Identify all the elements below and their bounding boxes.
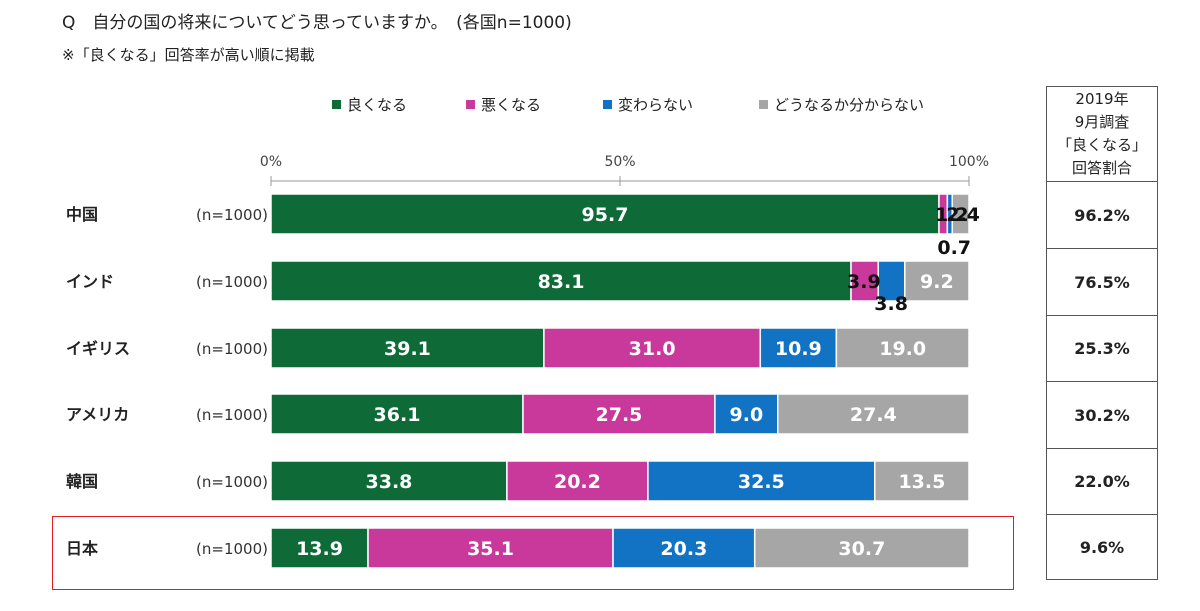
bar-segment-korea-unknown [874, 460, 970, 502]
legend-swatch-worse [466, 100, 475, 109]
category-label-korea: 韓国 [66, 472, 98, 491]
data-label-china-unknown: 2.4 [946, 204, 980, 226]
data-label-china-worse: 1.2 [935, 204, 969, 226]
data-label-india-worse: 3.9 [847, 271, 881, 293]
x-tick-label: 50% [604, 154, 635, 170]
data-label-uk-worse: 31.0 [629, 338, 676, 360]
legend-item-unknown: どうなるか分からない [759, 94, 924, 115]
comparison-value-china: 96.2% [1047, 182, 1157, 249]
legend-item-same: 変わらない [603, 94, 693, 115]
data-label-japan-worse: 35.1 [467, 538, 514, 560]
sample-size-label: (n=1000) [196, 206, 268, 224]
comparison-header-line: 2019年 [1075, 90, 1129, 108]
category-label-china: 中国 [66, 205, 98, 224]
bar-segment-china-better [270, 193, 940, 235]
comparison-value-korea: 22.0% [1047, 449, 1157, 515]
sample-size-label: (n=1000) [196, 473, 268, 491]
bar-segment-korea-worse [506, 460, 649, 502]
category-label-japan: 日本 [66, 539, 98, 558]
japan-highlight-box [52, 516, 1014, 590]
bar-segment-uk-worse [543, 327, 762, 369]
comparison-table: 2019年 9月調査 「良くなる」 回答割合 96.2% 76.5% 25.3%… [1046, 86, 1158, 580]
comparison-value-japan: 9.6% [1079, 537, 1125, 557]
data-label-korea-unknown: 13.5 [898, 471, 945, 493]
bar-segment-japan-unknown [753, 527, 970, 569]
legend-swatch-same [603, 100, 612, 109]
bar-segment-india-better [270, 260, 852, 302]
sample-size-label: (n=1000) [196, 540, 268, 558]
bar-segment-uk-unknown [835, 327, 970, 369]
bar-segment-japan-worse [367, 527, 614, 569]
comparison-header-line: 「良くなる」 [1056, 136, 1147, 154]
data-label-india-same: 3.8 [874, 293, 908, 315]
comparison-header: 2019年 9月調査 「良くなる」 回答割合 [1047, 87, 1157, 182]
data-label-japan-better: 13.9 [296, 538, 343, 560]
legend-swatch-better [332, 100, 341, 109]
data-label-usa-better: 36.1 [374, 404, 421, 426]
data-label-korea-worse: 20.2 [554, 471, 601, 493]
bar-segment-china-unknown [951, 193, 970, 235]
bar-segment-usa-same [714, 393, 779, 435]
legend-swatch-unknown [759, 100, 768, 109]
legend-label-same: 変わらない [618, 96, 694, 114]
category-label-usa: アメリカ [66, 405, 129, 424]
legend-label-unknown: どうなるか分からない [774, 96, 925, 114]
sample-size-label: (n=1000) [196, 273, 268, 291]
data-label-india-unknown: 9.2 [920, 271, 954, 293]
data-label-india-better: 83.1 [538, 271, 585, 293]
bar-segment-india-worse [850, 260, 880, 302]
comparison-header-line: 回答割合 [1071, 159, 1132, 177]
sample-size-label: (n=1000) [196, 340, 268, 358]
data-label-uk-better: 39.1 [384, 338, 431, 360]
legend-label-better: 良くなる [347, 96, 408, 114]
bar-segment-usa-better [270, 393, 524, 435]
bar-segment-japan-better [270, 527, 369, 569]
category-label-india: インド [66, 272, 114, 291]
bar-segment-usa-unknown [776, 393, 970, 435]
legend-item-worse: 悪くなる [466, 94, 541, 115]
data-label-korea-better: 33.8 [366, 471, 413, 493]
legend-label-worse: 悪くなる [481, 96, 542, 114]
category-label-uk: イギリス [66, 339, 130, 358]
data-label-china-same: 0.7 [937, 237, 971, 259]
data-label-korea-same: 32.5 [738, 471, 785, 493]
sample-size-label: (n=1000) [196, 406, 268, 424]
data-label-usa-unknown: 27.4 [850, 404, 897, 426]
bar-segment-india-same [877, 260, 906, 302]
data-label-usa-worse: 27.5 [596, 404, 643, 426]
comparison-value-usa: 30.2% [1047, 382, 1157, 449]
data-label-japan-unknown: 30.7 [838, 538, 885, 560]
x-tick-label: 100% [949, 154, 989, 170]
x-tick-label: 0% [260, 154, 282, 170]
bar-segment-uk-same [759, 327, 838, 369]
bar-segment-usa-worse [522, 393, 716, 435]
stacked-bar-chart: 0% 50% 100% 中国 (n=1000) インド (n=1000) イギリス (n=100… [66, 154, 989, 569]
data-label-china-better: 95.7 [582, 204, 629, 226]
sort-note: ※「良くなる」回答率が高い順に掲載 [62, 46, 315, 64]
data-label-japan-same: 20.3 [660, 538, 707, 560]
comparison-value-uk: 25.3% [1047, 316, 1157, 382]
comparison-header-line: 9月調査 [1074, 113, 1130, 131]
data-label-uk-unknown: 19.0 [879, 338, 926, 360]
bar-segment-uk-better [270, 327, 545, 369]
bar-segment-india-unknown [904, 260, 970, 302]
data-label-usa-same: 9.0 [730, 404, 764, 426]
legend-item-better: 良くなる [332, 94, 407, 115]
chart-legend: 良くなる 悪くなる 変わらない どうなるか分からない [0, 94, 1000, 116]
question-text: Q 自分の国の将来についてどう思っていますか。 (各国n=1000) [62, 13, 572, 33]
comparison-value-india: 76.5% [1047, 249, 1157, 316]
data-label-uk-same: 10.9 [775, 338, 822, 360]
